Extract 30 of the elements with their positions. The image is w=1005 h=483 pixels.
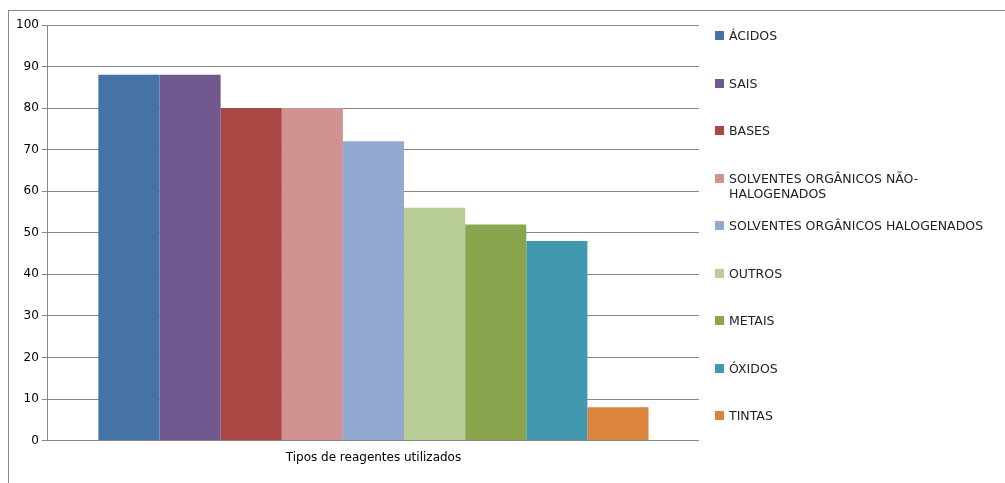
- y-tick-label: 20: [23, 349, 39, 364]
- legend-label: METAIS: [729, 313, 775, 328]
- y-tick-label: 100: [16, 17, 39, 32]
- legend-label: SOLVENTES ORGÂNICOS NÃO-HALOGENADOS: [729, 170, 920, 201]
- legend-label: SAIS: [729, 75, 758, 91]
- legend-label: TINTAS: [729, 408, 773, 423]
- legend-label: OUTROS: [729, 265, 783, 281]
- bar: [465, 224, 527, 441]
- y-tick-label: 70: [23, 141, 39, 156]
- bar: [159, 74, 221, 441]
- y-tick-label: 80: [23, 100, 39, 115]
- bar: [526, 241, 588, 441]
- bar: [587, 407, 649, 441]
- y-tick-label: 90: [23, 58, 39, 73]
- bar: [404, 207, 466, 441]
- y-tick-label: 60: [23, 183, 39, 198]
- y-tick-label: 30: [23, 308, 39, 323]
- y-tick-label: 10: [23, 391, 39, 406]
- y-tick-label: 40: [23, 266, 39, 281]
- legend-label: ÓXIDOS: [729, 360, 778, 376]
- bar: [220, 108, 282, 441]
- x-tick-label: Tipos de reagentes utilizados: [284, 449, 462, 464]
- legend-label: ÁCIDOS: [729, 28, 778, 43]
- bar: [98, 74, 160, 441]
- bar: [342, 141, 405, 441]
- legend-label: SOLVENTES ORGÂNICOS HALOGENADOS: [729, 218, 984, 233]
- legend-label: BASES: [729, 123, 770, 138]
- y-tick-label: 50: [23, 224, 39, 239]
- y-tick-label: 0: [31, 432, 39, 447]
- bar: [281, 108, 343, 441]
